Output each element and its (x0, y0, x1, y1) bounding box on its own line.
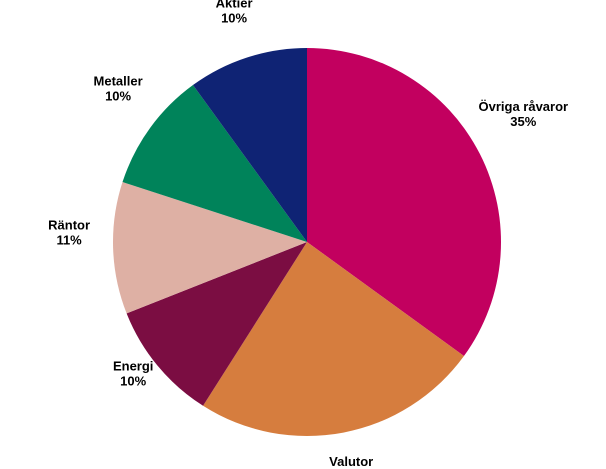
pie-slices (113, 47, 502, 437)
slice-value-rantor: 11% (56, 232, 82, 247)
slice-rantor (113, 182, 307, 314)
slice-name-valutor: Valutor (329, 454, 373, 469)
slice-ovriga-ravaror (307, 47, 502, 357)
slice-name-energi: Energi (113, 358, 153, 373)
slice-value-energi: 10% (120, 373, 146, 388)
slice-name-ovriga-ravaror: Övriga råvaror (478, 99, 568, 114)
slice-metaller (122, 85, 307, 242)
slice-energi (126, 242, 308, 406)
slice-valutor (203, 242, 464, 437)
slice-value-aktier: 10% (221, 11, 247, 26)
slice-value-metaller: 10% (105, 88, 131, 103)
slice-name-metaller: Metaller (94, 73, 143, 88)
slice-name-rantor: Räntor (48, 217, 90, 232)
pie-labels: Övriga råvaror35%Valutor24%Energi10%Ränt… (48, 0, 568, 469)
slice-name-aktier: Aktier (216, 0, 253, 11)
slice-aktier (192, 48, 307, 242)
slice-value-ovriga-ravaror: 35% (510, 114, 536, 129)
